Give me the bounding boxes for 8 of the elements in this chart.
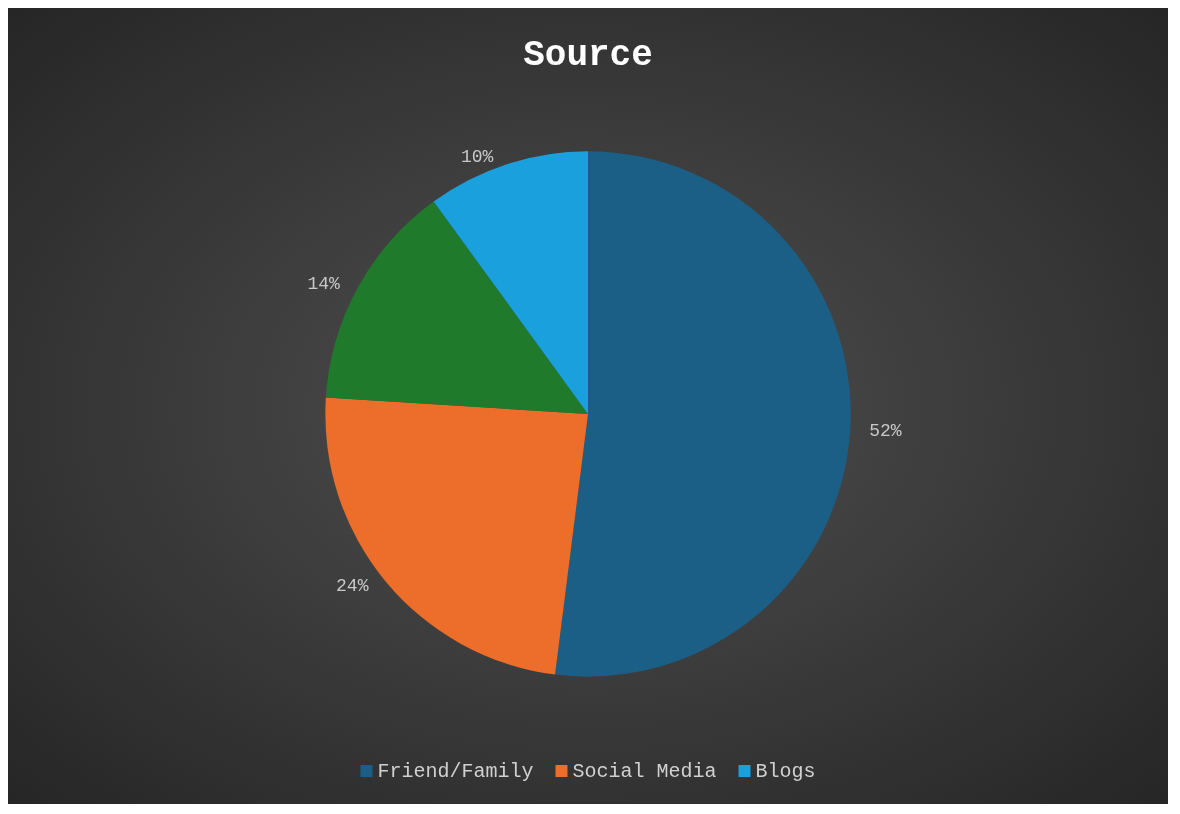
data-label: 10% (460, 146, 494, 167)
data-label: 24% (336, 576, 369, 597)
legend-label: Friend/Family (377, 759, 534, 783)
legend-label: Blogs (755, 759, 816, 783)
data-label: 52% (869, 420, 902, 441)
chart-title: Source (523, 34, 653, 76)
data-label: 14% (307, 273, 340, 294)
legend-label: Social Media (572, 759, 717, 783)
